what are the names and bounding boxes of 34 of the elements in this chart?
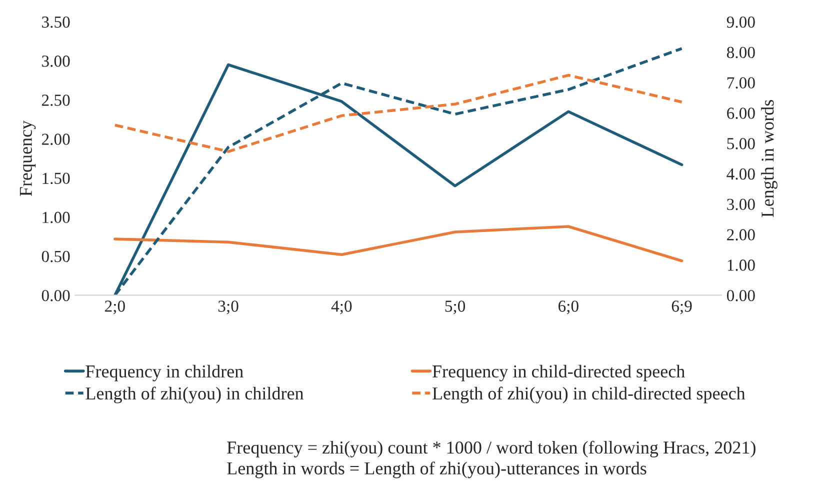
y-axis-title: Frequency	[20, 120, 36, 196]
y-tick-label: 2.00	[42, 134, 70, 145]
y2-tick-label: 9.00	[726, 16, 755, 28]
y-tick-label: 3.00	[42, 56, 70, 67]
y2-tick-label: 2.00	[727, 229, 755, 240]
y-tick-label: 2.50	[42, 94, 70, 106]
legend-label: Length of zhi(you) in child-directed speech	[432, 386, 746, 404]
y2-tick-label: 1.00	[728, 260, 755, 271]
text: Frequency = zhi(you) count * 1000 / word token (following Hracs, 2021)	[227, 440, 756, 458]
y-tick-label: 3.50	[42, 16, 70, 28]
line-series	[114, 225, 684, 262]
legend-label: Frequency in child-directed speech	[432, 364, 685, 382]
x-tick-label: 2;0	[105, 300, 125, 314]
y2-axis-title: Length in words	[761, 100, 778, 218]
x-tick-label: 5;0	[445, 300, 466, 314]
y2-tick-label: 4.00	[726, 168, 755, 180]
legend-label: Length of zhi(you) in children	[86, 386, 304, 404]
y2-tick-label: 0.00	[726, 290, 755, 302]
x-tick-label: 4;0	[331, 300, 352, 314]
y2-tick-label: 3.00	[727, 198, 755, 210]
x-tick-label: 3;0	[218, 300, 238, 314]
y-tick-label: 1.00	[42, 212, 70, 224]
y-tick-label: 0.50	[42, 250, 70, 262]
line-series	[114, 74, 684, 153]
y-tick-label: 0.00	[42, 290, 70, 302]
text: Length in words = Length of zhi(you)-utterances in words	[227, 462, 646, 478]
legend-label: Frequency in children	[86, 364, 244, 382]
y2-tick-label: 8.00	[726, 46, 755, 58]
y-tick-label: 1.50	[42, 172, 70, 184]
x-tick-label: 6;9	[672, 300, 692, 314]
y2-tick-label: 5.00	[727, 138, 755, 150]
y2-tick-label: 6.00	[727, 108, 755, 119]
y2-tick-label: 7.00	[727, 77, 755, 89]
x-tick-label: 6;0	[558, 300, 578, 314]
